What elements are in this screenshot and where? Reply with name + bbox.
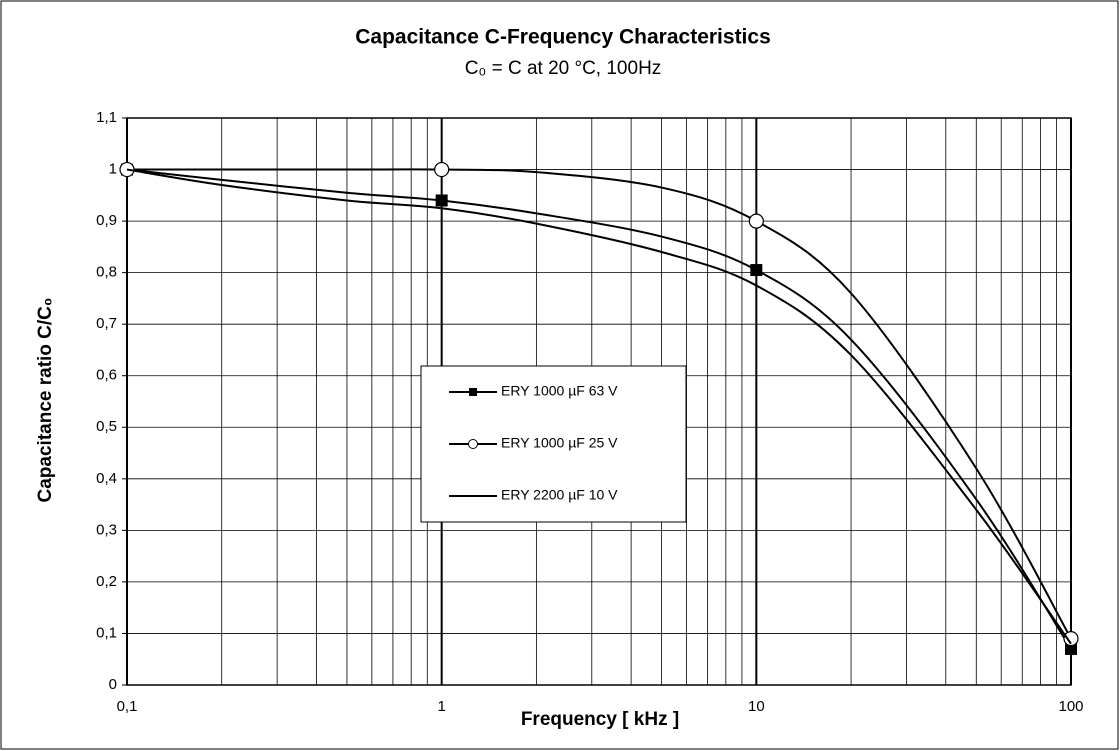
marker [1063, 631, 1079, 647]
legend-label: ERY 1000 µF 63 V [501, 383, 618, 399]
legend-label: ERY 1000 µF 25 V [501, 435, 618, 451]
y-tick-label: 0,4 [96, 470, 117, 487]
legend-label: ERY 2200 µF 10 V [501, 487, 618, 503]
y-tick-label: 0 [109, 676, 117, 693]
x-tick-label: 1 [437, 698, 445, 715]
marker [434, 161, 450, 178]
x-tick-label: 100 [1058, 698, 1083, 715]
y-tick-label: 0,5 [96, 418, 117, 435]
x-axis-label: Frequency [ kHz ] [521, 709, 679, 730]
y-tick-label: 0,7 [96, 315, 117, 332]
series-line [126, 168, 1072, 645]
marker [1065, 642, 1077, 655]
y-tick-label: 0,1 [96, 624, 117, 641]
y-tick-label: 1,1 [96, 109, 117, 126]
y-axis-label: Capacitance ratio C/C₀ [35, 298, 56, 503]
series-line [126, 168, 1072, 640]
marker [748, 213, 764, 229]
y-tick-label: 0,2 [96, 573, 117, 590]
marker [435, 194, 448, 207]
y-tick-label: 0,3 [96, 521, 117, 538]
y-tick-label: 0,6 [96, 367, 117, 384]
y-tick-label: 1 [109, 161, 117, 178]
x-tick-label: 0,1 [117, 698, 138, 715]
legend-marker [468, 439, 478, 449]
x-tick-label: 10 [748, 698, 765, 715]
y-tick-label: 0,8 [96, 264, 117, 281]
plot-border [126, 117, 1072, 686]
marker [750, 264, 763, 277]
legend-marker [469, 388, 477, 396]
y-tick-label: 0,9 [96, 212, 117, 229]
series-line [126, 168, 1072, 650]
chart-subtitle: C₀ = C at 20 °C, 100Hz [465, 58, 662, 79]
chart-title: Capacitance C-Frequency Characteristics [355, 26, 771, 49]
